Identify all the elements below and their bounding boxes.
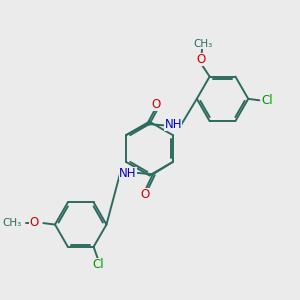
Text: O: O [151,98,160,111]
Text: O: O [141,188,150,201]
Text: CH₃: CH₃ [193,39,213,50]
Text: NH: NH [119,167,137,180]
Text: Cl: Cl [93,258,104,271]
Text: NH: NH [164,118,182,131]
Text: O: O [196,53,206,66]
Text: Cl: Cl [261,94,273,107]
Text: CH₃: CH₃ [2,218,21,228]
Text: O: O [29,216,38,229]
